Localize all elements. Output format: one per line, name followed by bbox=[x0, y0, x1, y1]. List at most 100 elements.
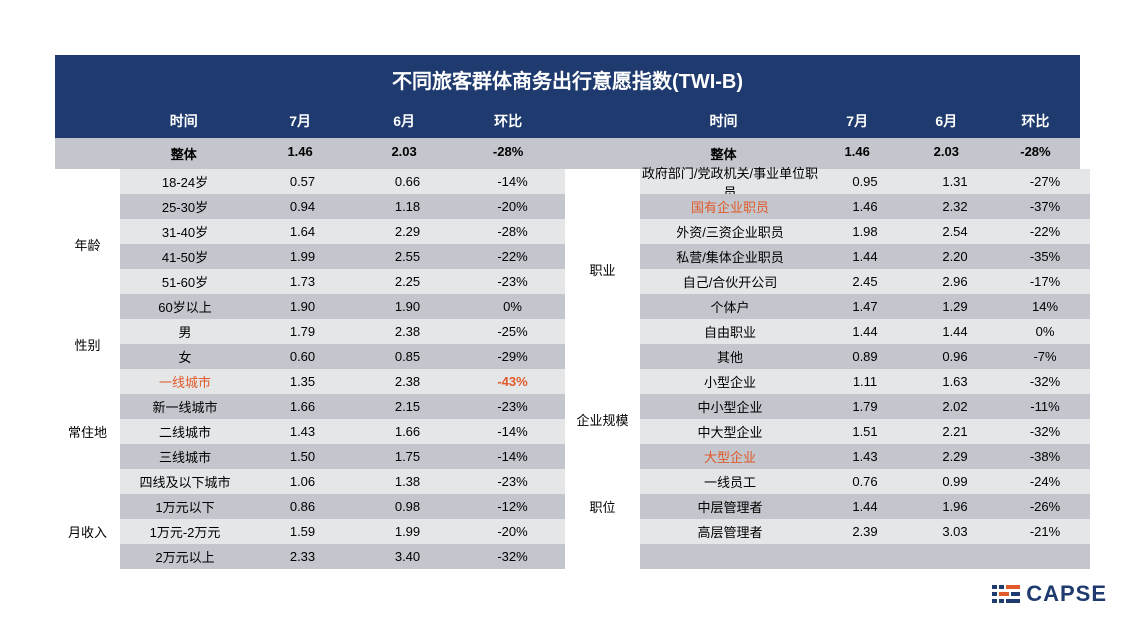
table-row: 一线员工0.760.99-24% bbox=[640, 469, 1090, 494]
table-row: 男1.792.38-25% bbox=[120, 319, 565, 344]
row-jun: 2.29 bbox=[910, 449, 1000, 464]
row-mom: -32% bbox=[460, 549, 565, 564]
row-label: 一线员工 bbox=[640, 472, 820, 491]
row-label: 新一线城市 bbox=[120, 397, 250, 416]
row-label: 中大型企业 bbox=[640, 422, 820, 441]
row-jul: 1.47 bbox=[820, 299, 910, 314]
table-row: 1万元-2万元1.591.99-20% bbox=[120, 519, 565, 544]
row-label: 国有企业职员 bbox=[640, 197, 820, 216]
row-jun: 0.66 bbox=[355, 174, 460, 189]
row-mom: -12% bbox=[460, 499, 565, 514]
table-row: 中大型企业1.512.21-32% bbox=[640, 419, 1090, 444]
row-jul: 1.59 bbox=[250, 524, 355, 539]
row-jul: 1.43 bbox=[250, 424, 355, 439]
table-row: 四线及以下城市1.061.38-23% bbox=[120, 469, 565, 494]
row-mom: -26% bbox=[1000, 499, 1090, 514]
row-jun: 0.96 bbox=[910, 349, 1000, 364]
row-label: 31-40岁 bbox=[120, 222, 250, 241]
row-mom: -22% bbox=[460, 249, 565, 264]
empty-row bbox=[640, 544, 1090, 569]
total-jun-right: 2.03 bbox=[902, 138, 991, 169]
row-mom: -23% bbox=[460, 399, 565, 414]
row-jul: 1.64 bbox=[250, 224, 355, 239]
row-jul: 0.89 bbox=[820, 349, 910, 364]
overall-row: 整体 1.46 2.03 -28% 整体 1.46 2.03 -28% bbox=[55, 138, 1080, 169]
row-jul: 0.57 bbox=[250, 174, 355, 189]
row-jun: 1.29 bbox=[910, 299, 1000, 314]
row-mom: -22% bbox=[1000, 224, 1090, 239]
row-mom: -32% bbox=[1000, 424, 1090, 439]
row-mom: -14% bbox=[460, 424, 565, 439]
row-mom: -7% bbox=[1000, 349, 1090, 364]
row-jul: 1.35 bbox=[250, 374, 355, 389]
row-label: 其他 bbox=[640, 347, 820, 366]
row-jun: 2.54 bbox=[910, 224, 1000, 239]
row-mom: -27% bbox=[1000, 174, 1090, 189]
table-row: 小型企业1.111.63-32% bbox=[640, 369, 1090, 394]
table-row: 中小型企业1.792.02-11% bbox=[640, 394, 1090, 419]
table-row: 18-24岁0.570.66-14% bbox=[120, 169, 565, 194]
table-body: 年龄性别常住地月收入 18-24岁0.570.66-14%25-30岁0.941… bbox=[55, 169, 1080, 569]
row-mom: -25% bbox=[460, 324, 565, 339]
row-jun: 2.20 bbox=[910, 249, 1000, 264]
row-jun: 3.40 bbox=[355, 549, 460, 564]
row-jun: 2.38 bbox=[355, 324, 460, 339]
row-jul: 1.44 bbox=[820, 249, 910, 264]
total-mom-left: -28% bbox=[456, 138, 560, 169]
row-jun: 1.96 bbox=[910, 499, 1000, 514]
header-jul-left: 7月 bbox=[248, 104, 352, 138]
table-row: 外资/三资企业职员1.982.54-22% bbox=[640, 219, 1090, 244]
row-jul: 0.60 bbox=[250, 349, 355, 364]
row-label: 中层管理者 bbox=[640, 497, 820, 516]
logo-bars-icon bbox=[992, 585, 1020, 603]
table-title: 不同旅客群体商务出行意愿指数(TWI-B) bbox=[55, 55, 1080, 104]
category-label: 职业 bbox=[565, 169, 640, 369]
category-label: 企业规模 bbox=[565, 369, 640, 469]
row-jul: 1.06 bbox=[250, 474, 355, 489]
row-label: 四线及以下城市 bbox=[120, 472, 250, 491]
row-mom: -35% bbox=[1000, 249, 1090, 264]
category-label: 月收入 bbox=[55, 494, 120, 569]
row-label: 41-50岁 bbox=[120, 247, 250, 266]
row-jun: 0.98 bbox=[355, 499, 460, 514]
header-mom-right: 环比 bbox=[991, 104, 1080, 138]
table-row: 一线城市1.352.38-43% bbox=[120, 369, 565, 394]
header-mom-left: 环比 bbox=[456, 104, 560, 138]
category-label: 性别 bbox=[55, 319, 120, 369]
row-jul: 1.66 bbox=[250, 399, 355, 414]
row-jul: 2.33 bbox=[250, 549, 355, 564]
table-row: 私营/集体企业职员1.442.20-35% bbox=[640, 244, 1090, 269]
table-row: 25-30岁0.941.18-20% bbox=[120, 194, 565, 219]
left-half: 年龄性别常住地月收入 18-24岁0.570.66-14%25-30岁0.941… bbox=[55, 169, 565, 569]
row-mom: -14% bbox=[460, 449, 565, 464]
table-row: 其他0.890.96-7% bbox=[640, 344, 1090, 369]
table-row: 2万元以上2.333.40-32% bbox=[120, 544, 565, 569]
row-mom: -21% bbox=[1000, 524, 1090, 539]
row-jul: 1.44 bbox=[820, 324, 910, 339]
table-row: 政府部门/党政机关/事业单位职员0.951.31-27% bbox=[640, 169, 1090, 194]
row-label: 60岁以上 bbox=[120, 297, 250, 316]
row-mom: -38% bbox=[1000, 449, 1090, 464]
row-jun: 1.31 bbox=[910, 174, 1000, 189]
row-label: 51-60岁 bbox=[120, 272, 250, 291]
table-row: 高层管理者2.393.03-21% bbox=[640, 519, 1090, 544]
row-mom: -37% bbox=[1000, 199, 1090, 214]
row-jun: 1.38 bbox=[355, 474, 460, 489]
table-header: 时间 7月 6月 环比 时间 7月 6月 环比 bbox=[55, 104, 1080, 138]
right-rows: 政府部门/党政机关/事业单位职员0.951.31-27%国有企业职员1.462.… bbox=[640, 169, 1090, 569]
row-jul: 1.99 bbox=[250, 249, 355, 264]
row-jul: 1.79 bbox=[250, 324, 355, 339]
table-row: 60岁以上1.901.900% bbox=[120, 294, 565, 319]
row-jun: 1.63 bbox=[910, 374, 1000, 389]
row-jul: 1.11 bbox=[820, 374, 910, 389]
table-row: 31-40岁1.642.29-28% bbox=[120, 219, 565, 244]
header-time-right: 时间 bbox=[634, 104, 812, 138]
row-jul: 1.43 bbox=[820, 449, 910, 464]
right-categories: 职业企业规模职位 bbox=[565, 169, 640, 569]
header-time-left: 时间 bbox=[119, 104, 248, 138]
row-label: 私营/集体企业职员 bbox=[640, 247, 820, 266]
row-label: 自由职业 bbox=[640, 322, 820, 341]
row-label: 2万元以上 bbox=[120, 547, 250, 566]
row-mom: -28% bbox=[460, 224, 565, 239]
row-mom: -23% bbox=[460, 474, 565, 489]
